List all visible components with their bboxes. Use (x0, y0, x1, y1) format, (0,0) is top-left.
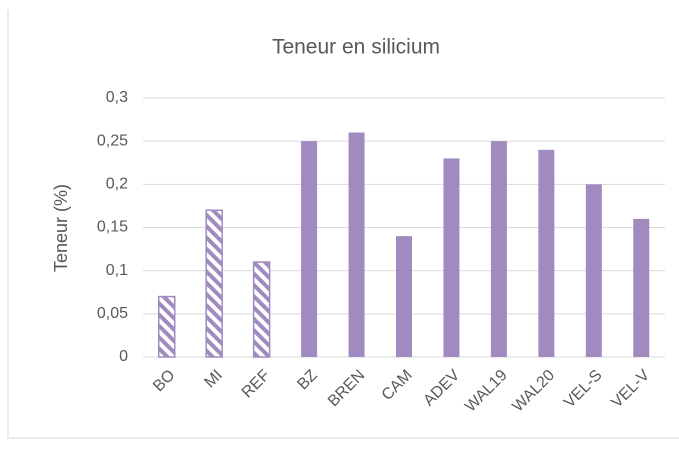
chart-title: Teneur en silicium (272, 36, 440, 59)
bar (490, 141, 507, 357)
bar (157, 295, 176, 358)
y-tick-label: 0,15 (97, 219, 128, 236)
frame (7, 10, 679, 439)
bar (443, 158, 460, 357)
y-tick-label: 0,3 (106, 89, 128, 106)
y-tick-label: 0 (119, 348, 128, 365)
bar (348, 132, 365, 357)
bar (633, 218, 650, 357)
y-tick-label: 0,1 (106, 262, 128, 279)
bar (252, 261, 271, 358)
y-tick-label: 0,25 (97, 132, 128, 149)
bar (205, 209, 223, 358)
bar (301, 141, 318, 357)
bar (538, 149, 555, 357)
y-tick-label: 0,2 (106, 176, 128, 193)
bar (396, 236, 412, 357)
y-axis-label: Teneur (%) (51, 184, 71, 272)
y-tick-label: 0,05 (97, 305, 128, 322)
bar (585, 184, 602, 357)
